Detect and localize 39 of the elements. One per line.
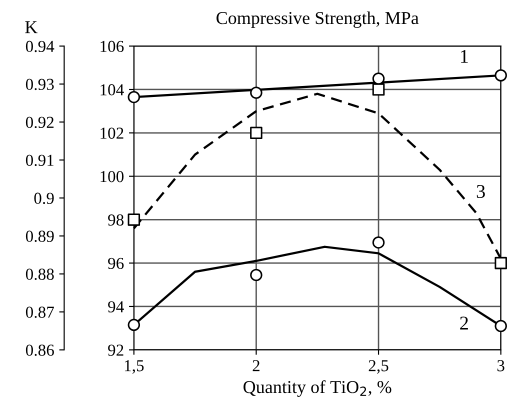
point	[250, 268, 262, 282]
y-tick-label: 98	[108, 214, 124, 226]
series-label: 1	[460, 50, 468, 63]
y-tick-label: 102	[100, 128, 124, 139]
point	[128, 90, 140, 104]
x-axis-title: Quantity of TiO$_{2}$, %	[244, 380, 392, 397]
y2-tick-label: 0.87	[26, 306, 54, 318]
series-label: 2	[460, 316, 468, 330]
point	[494, 320, 507, 332]
y-tick-label: 100	[100, 170, 124, 182]
y2-tick-label: 0.86	[26, 344, 54, 356]
series-label: 3	[476, 184, 485, 198]
point	[372, 236, 385, 249]
x-tick-label: 1,5	[124, 360, 144, 374]
y-tick-label: 106	[100, 40, 124, 52]
y-tick-label: 96	[108, 258, 124, 270]
x-tick-label: 2	[252, 360, 260, 372]
y-axis-title: Compressive Strength, MPa	[216, 11, 419, 28]
point	[250, 86, 262, 99]
y-tick-label: 94	[108, 301, 124, 312]
y2-tick-label: 0.88	[26, 268, 54, 280]
y2-tick-label: 0.92	[26, 116, 54, 128]
point	[372, 72, 385, 85]
y2-tick-label: 0.93	[26, 78, 54, 90]
y2-tick-label: 0.89	[26, 230, 54, 242]
point	[250, 126, 262, 140]
point	[372, 83, 385, 96]
y-tick-label: 104	[100, 84, 124, 96]
point	[494, 69, 507, 82]
point	[494, 256, 507, 270]
x-tick-label: 3	[497, 360, 504, 372]
y2-tick-label: 0.9	[34, 192, 54, 204]
y-tick-label: 92	[108, 344, 124, 356]
y2-tick-label: 0.94	[26, 40, 54, 52]
x-tick-label: 2,5	[368, 360, 388, 374]
point	[128, 318, 140, 332]
point	[128, 214, 140, 226]
y2-tick-label: 0.91	[26, 154, 54, 166]
y2-axis-title: K	[25, 21, 38, 34]
